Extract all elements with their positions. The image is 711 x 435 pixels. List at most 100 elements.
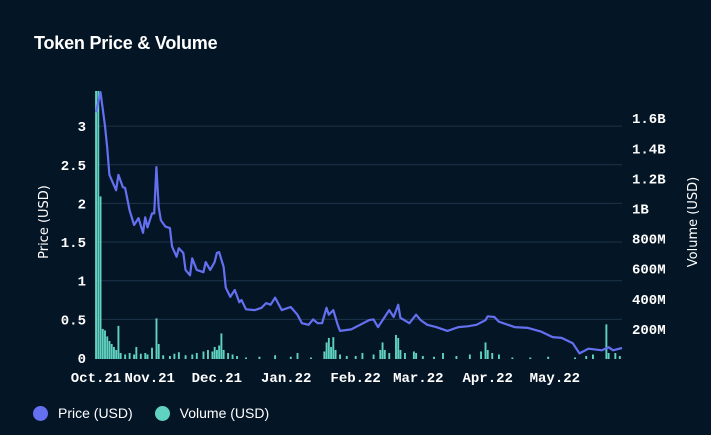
volume-bar — [195, 352, 198, 359]
volume-bar — [614, 352, 617, 359]
volume-bar — [497, 354, 500, 359]
volume-tick-label: 400M — [632, 293, 666, 309]
volume-axis-title: Volume (USD) — [686, 177, 701, 267]
date-tick-label: Oct.21 — [71, 371, 121, 387]
volume-bar — [325, 342, 328, 359]
volume-bar — [215, 349, 218, 359]
volume-tick-label: 800M — [632, 233, 666, 249]
volume-bar — [330, 346, 333, 359]
volume-bar — [97, 91, 100, 359]
volume-axis: 200M 400M 600M 800M 1B 1.2B 1.4B 1.6B — [632, 112, 666, 339]
volume-bar — [480, 351, 482, 359]
volume-bar — [486, 349, 489, 359]
volume-bar — [245, 357, 247, 359]
volume-tick-label: 1B — [632, 203, 649, 219]
volume-bar — [139, 353, 142, 359]
volume-bar — [144, 352, 147, 359]
volume-bar — [227, 352, 230, 359]
volume-bar — [135, 346, 138, 359]
volume-bar — [547, 356, 550, 359]
date-tick-label: Mar.22 — [393, 371, 443, 387]
volume-bar — [119, 352, 122, 359]
volume-tick-label: 1.2B — [632, 172, 666, 188]
volume-tick-label: 1.6B — [632, 112, 666, 128]
volume-bar — [202, 351, 205, 359]
volume-bar — [173, 353, 176, 359]
price-tick-label: 0 — [78, 352, 86, 368]
volume-tick-label: 200M — [632, 323, 666, 339]
volume-bar — [211, 351, 214, 359]
volume-bar — [388, 352, 391, 359]
price-legend-dot-icon — [33, 405, 48, 421]
volume-bar — [332, 337, 335, 359]
volume-bar — [213, 346, 216, 359]
gridlines — [96, 125, 622, 320]
volume-bar — [104, 330, 106, 359]
legend-item-price[interactable]: Price (USD) — [33, 405, 133, 421]
volume-bar — [372, 354, 375, 359]
date-tick-label: Apr.22 — [462, 371, 512, 387]
legend: Price (USD) Volume (USD) — [33, 405, 291, 421]
chart-title: Token Price & Volume — [34, 33, 218, 53]
volume-bar — [231, 354, 234, 359]
volume-bar — [133, 354, 136, 359]
volume-bar — [529, 357, 532, 359]
volume-bar — [101, 328, 104, 359]
date-tick-label: Dec.21 — [192, 371, 242, 387]
volume-bar — [334, 349, 337, 359]
volume-bar — [220, 333, 223, 359]
volume-bar — [383, 349, 386, 359]
volume-bar — [128, 352, 131, 359]
volume-bar — [157, 343, 160, 359]
volume-bar — [468, 354, 471, 359]
volume-bar — [491, 352, 494, 359]
volume-bar — [146, 354, 149, 359]
volume-bar — [289, 356, 292, 359]
volume-bar — [218, 345, 221, 359]
volume-bars — [95, 91, 621, 359]
volume-bar — [412, 351, 415, 359]
volume-bar — [236, 355, 239, 359]
volume-bar — [95, 91, 97, 359]
volume-bar — [184, 355, 187, 359]
volume-bar — [605, 324, 608, 359]
date-axis: Oct.21 Nov.21 Dec.21 Jan.22 Feb.22 Mar.22 Apr.… — [71, 371, 580, 387]
volume-bar — [274, 355, 277, 359]
volume-bar — [397, 337, 400, 359]
price-line — [94, 91, 623, 355]
volume-tick-label: 600M — [632, 263, 666, 279]
volume-bar — [113, 346, 115, 359]
date-tick-label: May.22 — [530, 371, 580, 387]
date-tick-label: Nov.21 — [125, 371, 175, 387]
price-tick-label: 1 — [78, 275, 86, 291]
volume-bar — [151, 347, 153, 359]
volume-bar — [618, 355, 621, 359]
volume-bar — [395, 334, 397, 359]
volume-bar — [296, 352, 299, 359]
price-tick-label: 0.5 — [61, 313, 86, 329]
volume-bar — [379, 349, 382, 359]
volume-bar — [511, 357, 514, 359]
volume-bar — [585, 355, 588, 359]
volume-bar — [117, 325, 120, 359]
price-tick-label: 1.5 — [61, 236, 86, 252]
date-tick-label: Jan.22 — [261, 371, 311, 387]
volume-bar — [309, 357, 312, 359]
volume-bar — [327, 337, 330, 359]
volume-bar — [592, 354, 594, 359]
legend-item-volume[interactable]: Volume (USD) — [154, 405, 269, 421]
volume-bar — [339, 354, 341, 359]
price-axis: 0 0.5 1 1.5 2 2.5 3 — [61, 120, 86, 368]
price-axis-title: Price (USD) — [37, 185, 52, 259]
volume-bar — [345, 355, 348, 359]
volume-bar — [258, 356, 261, 359]
volume-bar — [403, 352, 406, 359]
volume-bar — [162, 355, 165, 359]
volume-bar — [108, 340, 111, 359]
volume-bar — [442, 352, 444, 359]
price-tick-label: 3 — [78, 120, 86, 136]
volume-bar — [421, 355, 424, 359]
volume-bar — [177, 352, 180, 359]
volume-bar — [484, 342, 487, 359]
